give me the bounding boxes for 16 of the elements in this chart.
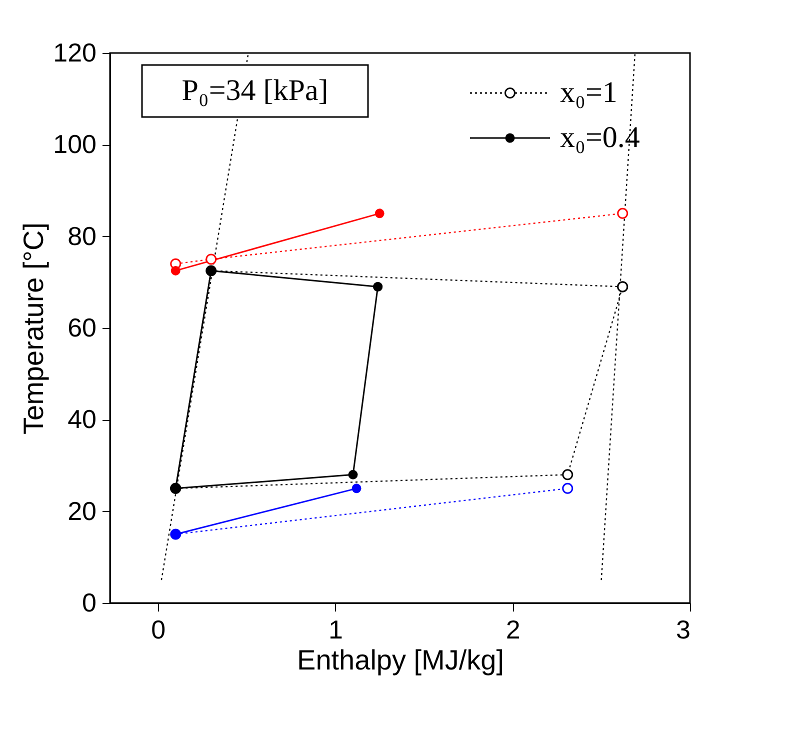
x-axis-title: Enthalpy [MJ/kg] (297, 644, 504, 676)
annotation: P₀=34 [kPa] (182, 74, 328, 107)
y-tick-label: 40 (68, 404, 96, 434)
y-axis-title: Temperature [°C] (18, 222, 50, 434)
x-tick-label: 1 (328, 614, 343, 644)
x-tick-label: 2 (506, 614, 520, 644)
y-tick-label: 100 (53, 129, 96, 160)
x-tick-label: 0 (151, 614, 166, 644)
y-tick-label: 120 (53, 38, 96, 68)
y-tick-label: 60 (68, 312, 96, 342)
y-tick-label: 20 (68, 496, 96, 526)
x-tick-label: 3 (676, 614, 690, 644)
y-tick-label: 0 (82, 588, 96, 618)
legend-label: x₀=0.4 (560, 121, 640, 154)
legend-label: x₀=1 (560, 76, 618, 109)
y-tick-label: 80 (68, 220, 96, 251)
